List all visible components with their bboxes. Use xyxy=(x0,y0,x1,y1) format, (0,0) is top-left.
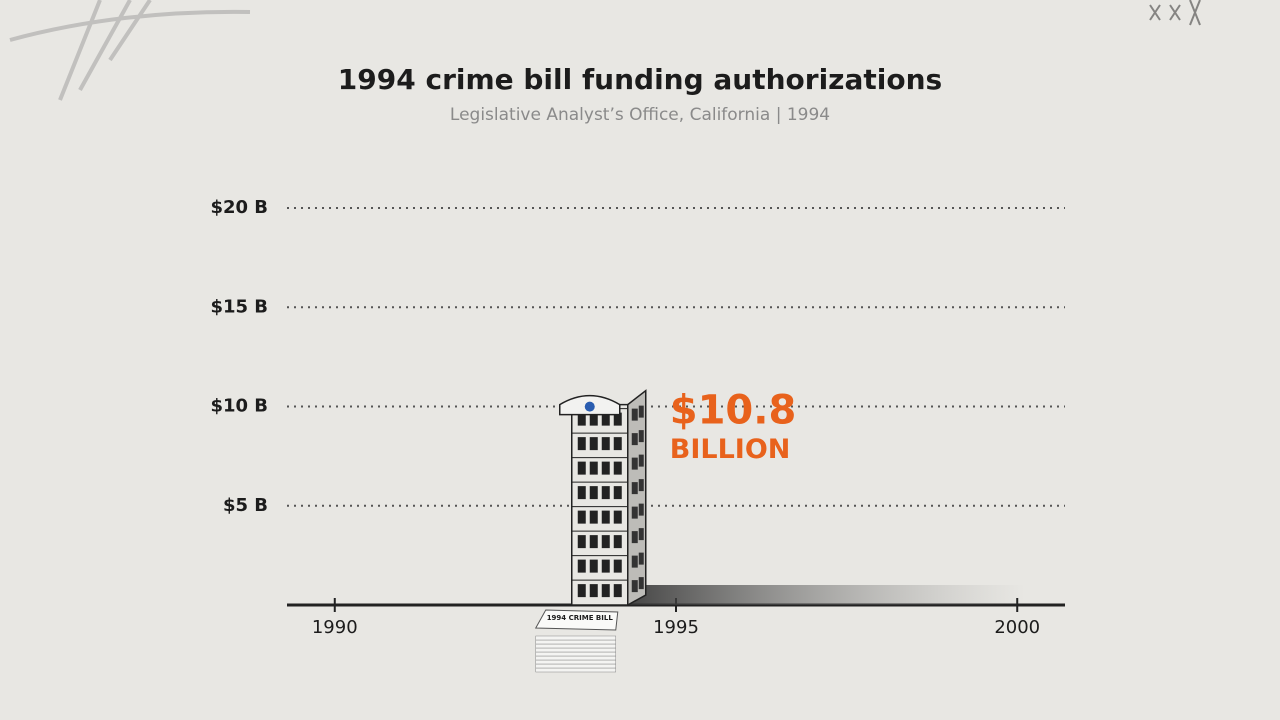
window xyxy=(613,437,622,451)
paper-sheet xyxy=(535,655,617,661)
window xyxy=(589,559,598,573)
window xyxy=(577,584,586,598)
window xyxy=(589,437,598,451)
value-label: $10.8 xyxy=(670,388,797,434)
y-tick-label: $10 B xyxy=(210,396,268,417)
window xyxy=(631,555,638,568)
value-annotation: BILLION xyxy=(670,434,791,465)
paper-top xyxy=(534,609,619,631)
window xyxy=(577,559,586,573)
building-windows xyxy=(571,405,644,598)
window xyxy=(601,461,610,475)
window xyxy=(601,535,610,549)
window xyxy=(631,457,638,470)
window xyxy=(638,454,644,467)
x-tick-label: 1990 xyxy=(312,617,358,638)
window xyxy=(601,584,610,598)
window xyxy=(577,412,586,426)
y-tick-label: $15 B xyxy=(210,296,268,317)
badge xyxy=(584,401,595,412)
x-tick-label: 2000 xyxy=(994,617,1040,638)
window xyxy=(589,412,598,426)
window xyxy=(638,503,644,516)
window xyxy=(631,531,638,544)
window xyxy=(631,506,638,519)
chart-title: 1994 crime bill funding authorizations xyxy=(338,63,942,96)
bar xyxy=(571,403,629,606)
building-shadow xyxy=(627,585,1025,605)
window xyxy=(631,433,638,446)
paper-sheet xyxy=(535,639,617,645)
paper-sheet xyxy=(535,663,617,669)
window xyxy=(638,528,644,541)
paper-sheet xyxy=(535,659,617,665)
window xyxy=(601,486,610,500)
paper-sheet xyxy=(535,647,617,653)
building-side xyxy=(627,389,647,607)
window xyxy=(613,559,622,573)
y-tick-label: $5 B xyxy=(223,495,268,516)
window xyxy=(613,510,622,524)
window xyxy=(601,437,610,451)
window xyxy=(601,559,610,573)
window xyxy=(613,461,622,475)
y-tick-label: $20 B xyxy=(210,197,268,218)
window xyxy=(638,405,644,418)
window xyxy=(631,408,638,421)
window xyxy=(613,412,622,426)
window xyxy=(589,584,598,598)
paper-sheet xyxy=(535,667,617,673)
window xyxy=(638,552,644,565)
x-tick-label: 1995 xyxy=(653,617,699,638)
window xyxy=(577,510,586,524)
window xyxy=(631,482,638,495)
paper-sheet xyxy=(535,635,617,641)
window xyxy=(589,461,598,475)
paper-sheet xyxy=(535,651,617,657)
window xyxy=(577,437,586,451)
window xyxy=(577,535,586,549)
window xyxy=(613,584,622,598)
scribble xyxy=(9,0,1201,101)
paper-sheet xyxy=(535,643,617,649)
window xyxy=(577,461,586,475)
window xyxy=(589,535,598,549)
chart-subtitle: Legislative Analyst’s Office, California… xyxy=(450,105,830,125)
window xyxy=(589,510,598,524)
window xyxy=(638,479,644,492)
window xyxy=(638,430,644,443)
window xyxy=(601,412,610,426)
window xyxy=(613,486,622,500)
window xyxy=(601,510,610,524)
window xyxy=(577,486,586,500)
stack-label: 1994 CRIME BILL xyxy=(547,614,614,622)
window xyxy=(638,577,644,590)
window xyxy=(613,535,622,549)
window xyxy=(589,486,598,500)
window xyxy=(631,580,638,593)
